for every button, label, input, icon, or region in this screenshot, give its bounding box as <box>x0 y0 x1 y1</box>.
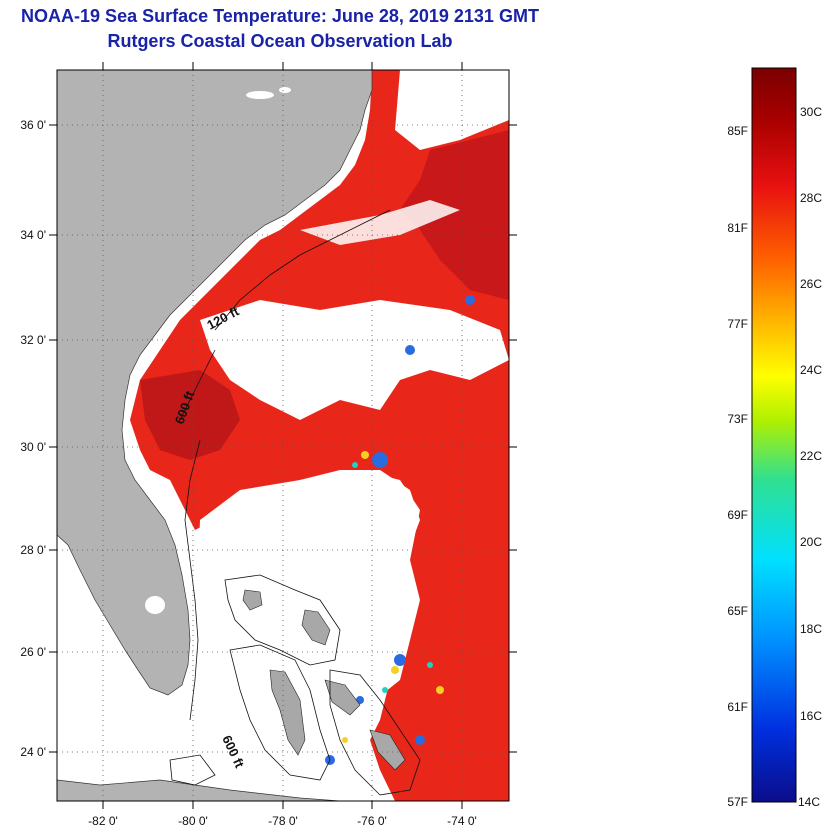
cyan-water-spots <box>352 462 433 693</box>
lat-tick-marks <box>49 124 517 753</box>
hot-water-region <box>400 130 509 300</box>
lon-tick-marks <box>102 62 463 809</box>
lon-label: -74 0' <box>447 814 477 828</box>
color-bar <box>751 67 797 803</box>
fahrenheit-labels: 85F 81F 77F 73F 69F 65F 61F 57F <box>727 124 748 809</box>
isobath-lines <box>169 209 421 796</box>
celsius-label: 30C <box>800 105 822 119</box>
fahrenheit-label: 85F <box>727 124 748 138</box>
lon-label: -82 0' <box>88 814 118 828</box>
mixed-water-spots <box>342 451 444 743</box>
lat-label: 24 0' <box>20 745 46 759</box>
title-line-2: Rutgers Coastal Ocean Observation Lab <box>107 31 453 51</box>
cloud-streaks <box>300 200 460 245</box>
bahamas-islands <box>242 589 406 771</box>
fahrenheit-label: 73F <box>727 412 748 426</box>
us-mainland <box>57 70 373 696</box>
lon-labels: -82 0' -80 0' -78 0' -76 0' -74 0' <box>88 814 477 828</box>
celsius-label: 20C <box>800 535 822 549</box>
cloud-region-central <box>200 300 509 420</box>
hot-water-region-south <box>140 370 240 460</box>
lat-label: 26 0' <box>20 645 46 659</box>
lat-label: 36 0' <box>20 118 46 132</box>
celsius-label: 22C <box>800 449 822 463</box>
lon-label: -80 0' <box>178 814 208 828</box>
fahrenheit-label: 65F <box>727 604 748 618</box>
lat-labels: 36 0' 34 0' 32 0' 30 0' 28 0' 26 0' 24 0… <box>20 118 46 759</box>
celsius-label: 24C <box>800 363 822 377</box>
fahrenheit-label: 61F <box>727 700 748 714</box>
map-title: NOAA-19 Sea Surface Temperature: June 28… <box>0 4 560 54</box>
celsius-label: 28C <box>800 191 822 205</box>
celsius-label: 18C <box>800 622 822 636</box>
fahrenheit-label: 77F <box>727 317 748 331</box>
fahrenheit-label: 69F <box>727 508 748 522</box>
cloud-region-north <box>395 70 509 150</box>
lat-label: 32 0' <box>20 333 46 347</box>
fahrenheit-label: 81F <box>727 221 748 235</box>
title-line-1: NOAA-19 Sea Surface Temperature: June 28… <box>21 6 539 26</box>
celsius-labels: 30C 28C 26C 24C 22C 20C 18C 16C 14C <box>798 105 822 809</box>
lon-label: -78 0' <box>268 814 298 828</box>
cloud-region-south <box>190 470 420 801</box>
celsius-label: 14C <box>798 795 820 809</box>
celsius-label: 16C <box>800 709 822 723</box>
inland-lakes <box>145 87 291 614</box>
lat-label: 30 0' <box>20 440 46 454</box>
celsius-label: 26C <box>800 277 822 291</box>
fahrenheit-label: 57F <box>727 795 748 809</box>
lat-label: 28 0' <box>20 543 46 557</box>
lon-label: -76 0' <box>357 814 387 828</box>
lat-label: 34 0' <box>20 228 46 242</box>
grid-lines <box>57 70 509 801</box>
